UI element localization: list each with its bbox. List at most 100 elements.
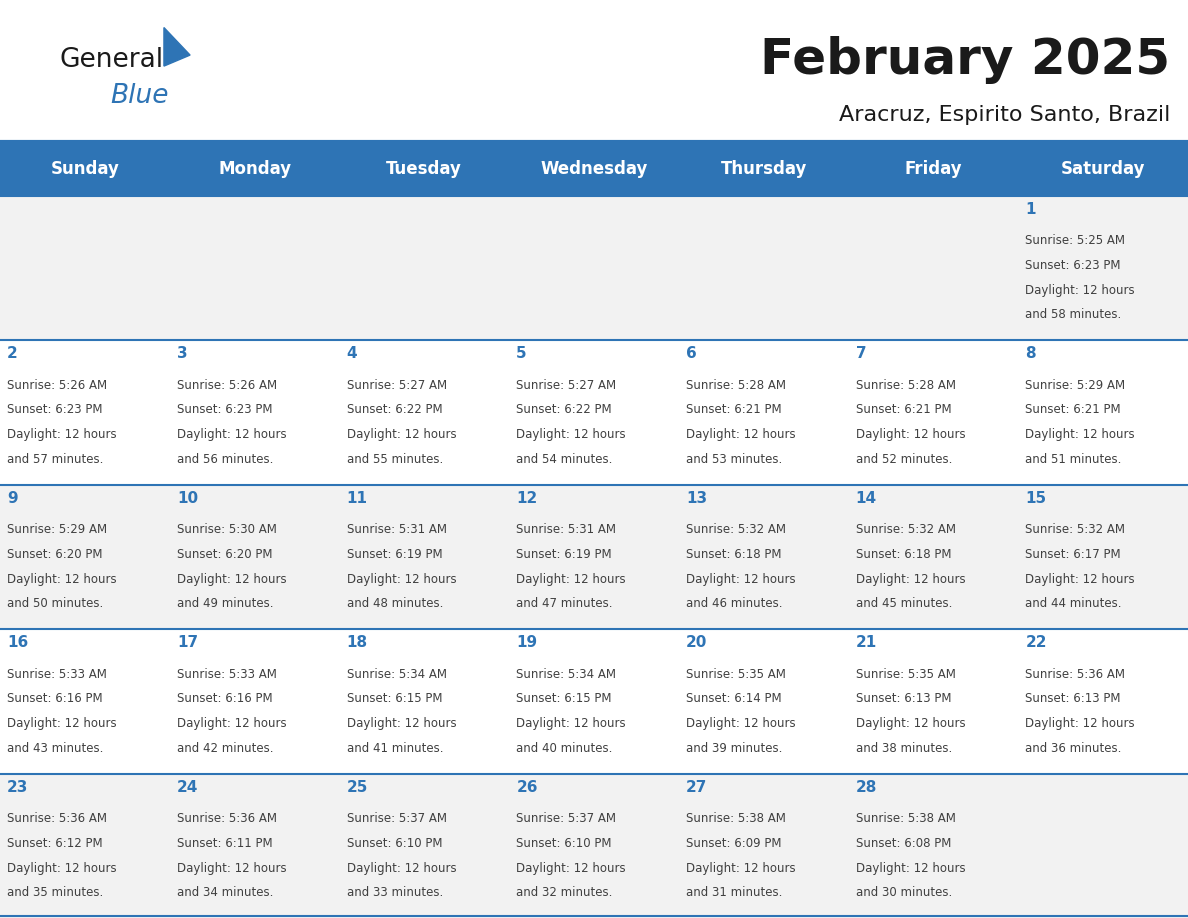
Text: Sunset: 6:10 PM: Sunset: 6:10 PM: [347, 837, 442, 850]
Text: 2: 2: [7, 346, 18, 362]
Text: Daylight: 12 hours: Daylight: 12 hours: [7, 862, 116, 875]
Text: 12: 12: [517, 491, 537, 506]
Text: February 2025: February 2025: [760, 36, 1170, 84]
Bar: [0, 142, 1188, 196]
Text: and 42 minutes.: and 42 minutes.: [177, 742, 273, 755]
Text: and 53 minutes.: and 53 minutes.: [685, 453, 782, 466]
Text: 14: 14: [855, 491, 877, 506]
Text: 27: 27: [685, 780, 707, 795]
Text: Friday: Friday: [904, 160, 962, 178]
Text: and 32 minutes.: and 32 minutes.: [517, 887, 613, 900]
Text: and 38 minutes.: and 38 minutes.: [855, 742, 952, 755]
Text: and 39 minutes.: and 39 minutes.: [685, 742, 783, 755]
Text: Sunrise: 5:37 AM: Sunrise: 5:37 AM: [517, 812, 617, 825]
Text: Sunset: 6:21 PM: Sunset: 6:21 PM: [685, 403, 782, 417]
Text: Tuesday: Tuesday: [386, 160, 462, 178]
Text: Sunrise: 5:32 AM: Sunrise: 5:32 AM: [855, 523, 955, 536]
Text: Sunset: 6:13 PM: Sunset: 6:13 PM: [855, 692, 952, 705]
Text: Blue: Blue: [110, 84, 169, 109]
Text: Sunset: 6:16 PM: Sunset: 6:16 PM: [7, 692, 102, 705]
Text: 26: 26: [517, 780, 538, 795]
Text: Sunset: 6:23 PM: Sunset: 6:23 PM: [1025, 259, 1121, 272]
Bar: [0, 485, 1188, 629]
Text: 3: 3: [177, 346, 188, 362]
Text: Daylight: 12 hours: Daylight: 12 hours: [177, 428, 286, 442]
Text: Sunset: 6:09 PM: Sunset: 6:09 PM: [685, 837, 782, 850]
Text: Sunrise: 5:34 AM: Sunrise: 5:34 AM: [347, 667, 447, 680]
Text: Sunset: 6:14 PM: Sunset: 6:14 PM: [685, 692, 782, 705]
Text: Daylight: 12 hours: Daylight: 12 hours: [177, 717, 286, 730]
Text: and 51 minutes.: and 51 minutes.: [1025, 453, 1121, 466]
Text: Sunset: 6:12 PM: Sunset: 6:12 PM: [7, 837, 102, 850]
Text: Sunrise: 5:29 AM: Sunrise: 5:29 AM: [7, 523, 107, 536]
Text: and 48 minutes.: and 48 minutes.: [347, 598, 443, 610]
Bar: [0, 774, 1188, 918]
Text: Sunrise: 5:33 AM: Sunrise: 5:33 AM: [177, 667, 277, 680]
Text: and 35 minutes.: and 35 minutes.: [7, 887, 103, 900]
Text: Saturday: Saturday: [1061, 160, 1145, 178]
Text: 28: 28: [855, 780, 877, 795]
Text: Sunrise: 5:25 AM: Sunrise: 5:25 AM: [1025, 234, 1125, 247]
Text: Daylight: 12 hours: Daylight: 12 hours: [517, 573, 626, 586]
Text: Daylight: 12 hours: Daylight: 12 hours: [1025, 717, 1135, 730]
Text: Daylight: 12 hours: Daylight: 12 hours: [347, 717, 456, 730]
Text: and 49 minutes.: and 49 minutes.: [177, 598, 273, 610]
Text: Daylight: 12 hours: Daylight: 12 hours: [347, 862, 456, 875]
Polygon shape: [164, 28, 190, 66]
Text: Sunset: 6:23 PM: Sunset: 6:23 PM: [7, 403, 102, 417]
Text: and 46 minutes.: and 46 minutes.: [685, 598, 783, 610]
Text: and 30 minutes.: and 30 minutes.: [855, 887, 952, 900]
Text: 24: 24: [177, 780, 198, 795]
Text: Daylight: 12 hours: Daylight: 12 hours: [517, 717, 626, 730]
Text: Sunrise: 5:35 AM: Sunrise: 5:35 AM: [685, 667, 785, 680]
Text: 8: 8: [1025, 346, 1036, 362]
Text: Sunset: 6:19 PM: Sunset: 6:19 PM: [347, 548, 442, 561]
Text: 13: 13: [685, 491, 707, 506]
Text: Daylight: 12 hours: Daylight: 12 hours: [347, 573, 456, 586]
Text: Sunrise: 5:29 AM: Sunrise: 5:29 AM: [1025, 378, 1125, 392]
Text: Sunset: 6:17 PM: Sunset: 6:17 PM: [1025, 548, 1121, 561]
Text: General: General: [59, 47, 164, 73]
Text: Sunset: 6:20 PM: Sunset: 6:20 PM: [7, 548, 102, 561]
Text: Sunrise: 5:37 AM: Sunrise: 5:37 AM: [347, 812, 447, 825]
Text: Daylight: 12 hours: Daylight: 12 hours: [7, 428, 116, 442]
Text: Aracruz, Espirito Santo, Brazil: Aracruz, Espirito Santo, Brazil: [839, 105, 1170, 125]
Text: Sunrise: 5:38 AM: Sunrise: 5:38 AM: [855, 812, 955, 825]
Text: and 55 minutes.: and 55 minutes.: [347, 453, 443, 466]
Text: and 52 minutes.: and 52 minutes.: [855, 453, 952, 466]
Text: Sunset: 6:21 PM: Sunset: 6:21 PM: [1025, 403, 1121, 417]
Text: and 33 minutes.: and 33 minutes.: [347, 887, 443, 900]
Text: 17: 17: [177, 635, 198, 651]
Text: Sunrise: 5:26 AM: Sunrise: 5:26 AM: [177, 378, 277, 392]
Text: Sunrise: 5:34 AM: Sunrise: 5:34 AM: [517, 667, 617, 680]
Text: Daylight: 12 hours: Daylight: 12 hours: [1025, 573, 1135, 586]
Text: and 44 minutes.: and 44 minutes.: [1025, 598, 1121, 610]
Bar: [0, 340, 1188, 485]
Text: Daylight: 12 hours: Daylight: 12 hours: [7, 717, 116, 730]
Text: Sunset: 6:15 PM: Sunset: 6:15 PM: [517, 692, 612, 705]
Text: 15: 15: [1025, 491, 1047, 506]
Text: Sunset: 6:19 PM: Sunset: 6:19 PM: [517, 548, 612, 561]
Text: Daylight: 12 hours: Daylight: 12 hours: [855, 428, 966, 442]
Text: Sunrise: 5:31 AM: Sunrise: 5:31 AM: [347, 523, 447, 536]
Text: 5: 5: [517, 346, 527, 362]
Text: and 57 minutes.: and 57 minutes.: [7, 453, 103, 466]
Text: Sunset: 6:10 PM: Sunset: 6:10 PM: [517, 837, 612, 850]
Text: Daylight: 12 hours: Daylight: 12 hours: [855, 717, 966, 730]
Text: 16: 16: [7, 635, 29, 651]
Text: Sunrise: 5:33 AM: Sunrise: 5:33 AM: [7, 667, 107, 680]
Text: Wednesday: Wednesday: [541, 160, 647, 178]
Text: Daylight: 12 hours: Daylight: 12 hours: [855, 862, 966, 875]
Text: Sunset: 6:11 PM: Sunset: 6:11 PM: [177, 837, 272, 850]
Text: Daylight: 12 hours: Daylight: 12 hours: [347, 428, 456, 442]
Text: Sunset: 6:15 PM: Sunset: 6:15 PM: [347, 692, 442, 705]
Text: Sunset: 6:22 PM: Sunset: 6:22 PM: [347, 403, 442, 417]
Bar: [0, 196, 1188, 340]
Text: Daylight: 12 hours: Daylight: 12 hours: [855, 573, 966, 586]
Text: Daylight: 12 hours: Daylight: 12 hours: [517, 862, 626, 875]
Text: Monday: Monday: [219, 160, 291, 178]
Text: Sunset: 6:21 PM: Sunset: 6:21 PM: [855, 403, 952, 417]
Text: Sunset: 6:22 PM: Sunset: 6:22 PM: [517, 403, 612, 417]
Text: and 45 minutes.: and 45 minutes.: [855, 598, 952, 610]
Text: Sunrise: 5:27 AM: Sunrise: 5:27 AM: [517, 378, 617, 392]
